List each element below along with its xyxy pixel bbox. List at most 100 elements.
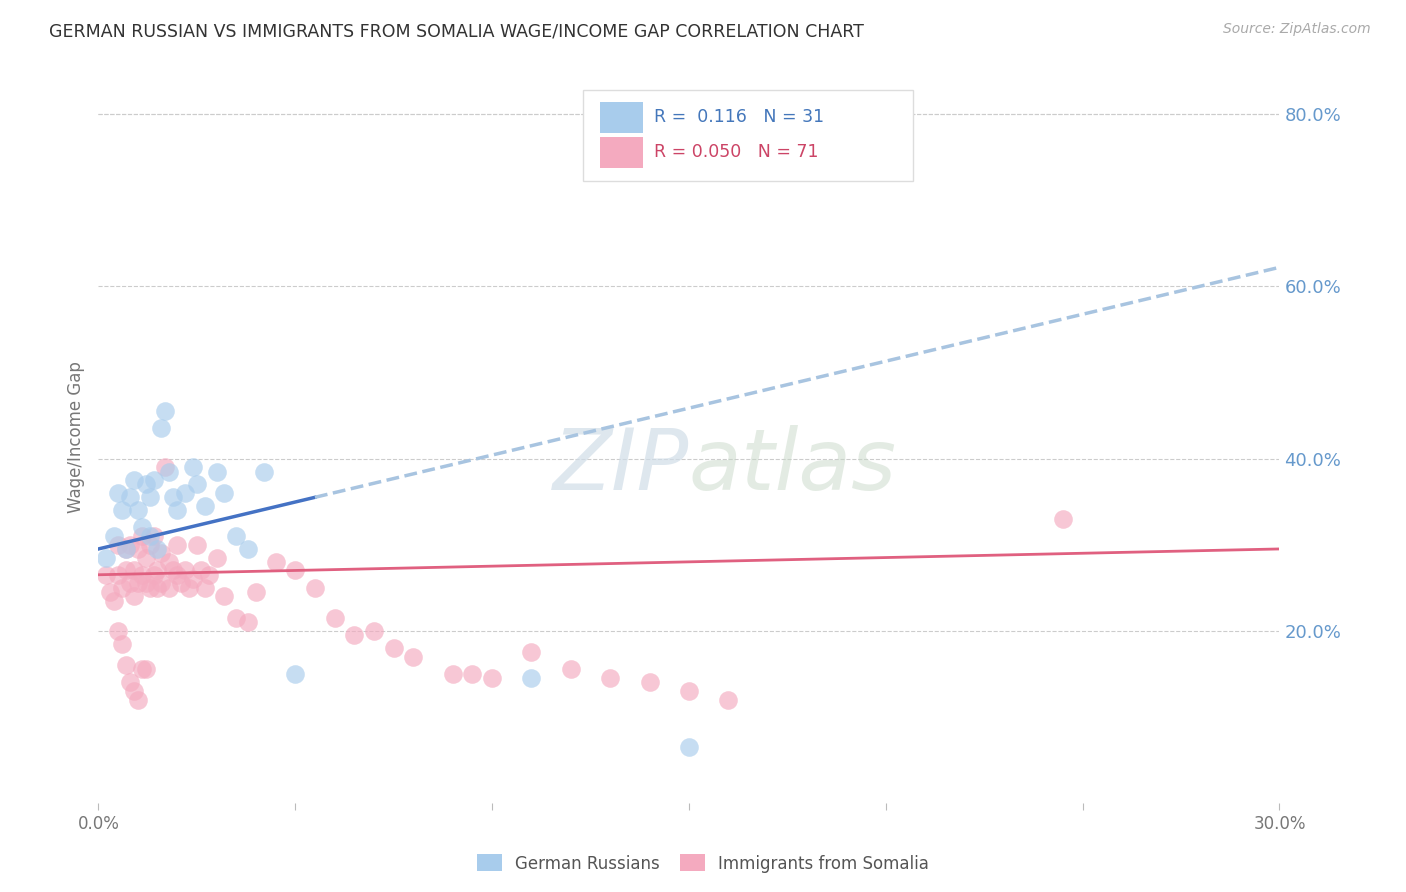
Point (122, 589, 145, 603)
Point (131, 520, 153, 534)
Point (155, 404, 177, 418)
Point (177, 581, 200, 595)
Point (170, 576, 193, 591)
Point (190, 564, 212, 578)
Point (599, 671, 621, 685)
Point (166, 503, 188, 517)
Point (96, 567, 118, 582)
Y-axis label: Wage/Income Gap: Wage/Income Gap (66, 361, 84, 513)
Point (186, 538, 208, 552)
Point (441, 666, 464, 681)
Point (214, 589, 236, 603)
Text: Source: ZipAtlas.com: Source: ZipAtlas.com (1223, 22, 1371, 37)
Point (107, 486, 129, 500)
Point (118, 576, 141, 591)
FancyBboxPatch shape (582, 90, 914, 181)
Point (142, 473, 165, 487)
Point (194, 581, 217, 595)
Point (142, 567, 165, 582)
Point (118, 491, 141, 505)
Point (138, 529, 160, 543)
Point (157, 555, 180, 569)
Point (284, 666, 307, 681)
Point (107, 567, 129, 582)
Point (135, 662, 157, 676)
Point (461, 666, 484, 681)
Point (174, 486, 197, 500)
Point (118, 538, 141, 552)
Point (225, 611, 247, 625)
Point (245, 585, 267, 599)
Point (103, 529, 125, 543)
Point (146, 581, 169, 595)
Point (166, 538, 188, 552)
Point (162, 491, 184, 505)
Point (343, 628, 366, 642)
Point (115, 541, 138, 556)
Point (1052, 512, 1074, 526)
Point (127, 503, 149, 517)
Text: atlas: atlas (689, 425, 897, 508)
FancyBboxPatch shape (600, 137, 643, 168)
Point (205, 465, 228, 479)
Point (138, 538, 160, 552)
Point (150, 546, 173, 560)
Point (131, 662, 153, 676)
Point (122, 684, 145, 698)
Point (127, 692, 149, 706)
Point (157, 465, 180, 479)
Point (481, 671, 503, 685)
Point (118, 675, 141, 690)
Point (402, 649, 425, 664)
Point (520, 671, 543, 685)
Legend: German Russians, Immigrants from Somalia: German Russians, Immigrants from Somalia (470, 847, 936, 880)
Point (127, 576, 149, 591)
Text: R =  0.116   N = 31: R = 0.116 N = 31 (654, 108, 824, 126)
FancyBboxPatch shape (600, 102, 643, 133)
Point (236, 615, 259, 629)
Point (111, 503, 134, 517)
Point (284, 564, 307, 578)
Point (382, 640, 405, 655)
Point (138, 491, 160, 505)
Point (678, 684, 700, 698)
Point (115, 658, 138, 673)
Point (186, 477, 208, 491)
Point (225, 529, 247, 543)
Point (638, 675, 661, 690)
Point (107, 624, 129, 638)
Point (135, 576, 157, 591)
Point (157, 581, 180, 595)
Point (131, 567, 153, 582)
Point (115, 541, 138, 556)
Point (111, 637, 134, 651)
Point (122, 473, 145, 487)
Point (560, 662, 582, 676)
Point (150, 576, 173, 591)
Point (205, 550, 228, 565)
Point (146, 564, 169, 578)
Point (253, 465, 276, 479)
Point (304, 581, 326, 595)
Point (142, 529, 165, 543)
Point (236, 541, 259, 556)
Point (107, 538, 129, 552)
Point (135, 477, 157, 491)
Point (678, 739, 700, 754)
Point (115, 564, 138, 578)
Point (520, 645, 543, 659)
Point (150, 421, 173, 435)
Point (98, 585, 121, 599)
Point (135, 550, 157, 565)
Point (103, 593, 125, 607)
Point (181, 572, 204, 586)
Point (122, 564, 145, 578)
Point (717, 692, 740, 706)
Point (96, 550, 118, 565)
Point (162, 564, 184, 578)
Point (127, 541, 149, 556)
Point (146, 541, 169, 556)
Point (111, 581, 134, 595)
Point (181, 460, 204, 475)
Point (155, 460, 177, 475)
